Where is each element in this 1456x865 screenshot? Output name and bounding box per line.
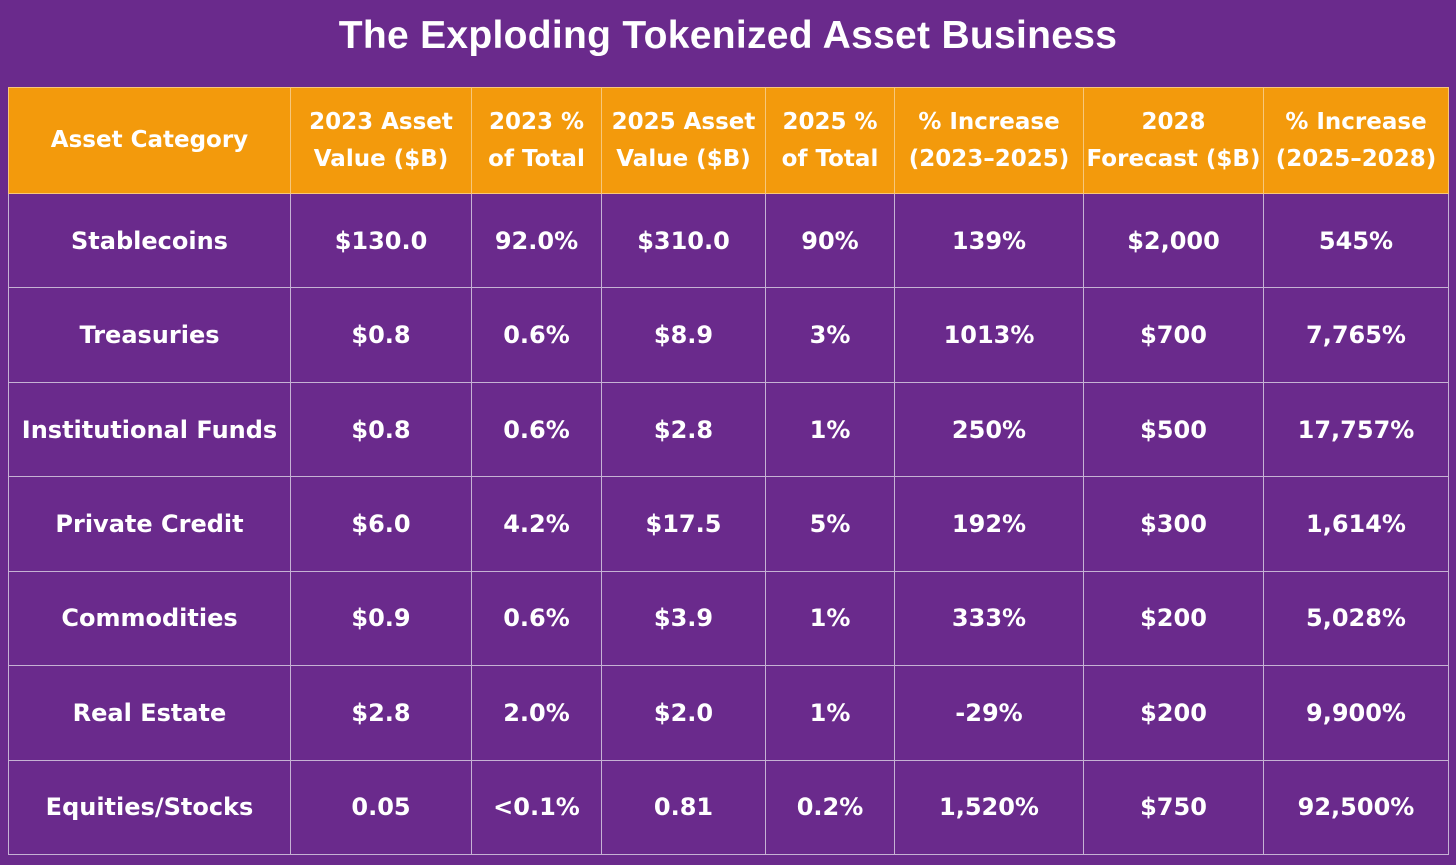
table-cell: 9,900% bbox=[1263, 665, 1449, 761]
table-header: Asset Category 2023 Asset Value ($B) 2023 %… bbox=[8, 87, 1449, 194]
table-cell: $2.8 bbox=[290, 665, 472, 761]
column-header: 2023 % of Total bbox=[471, 87, 602, 194]
table-cell: 0.81 bbox=[601, 759, 766, 856]
table-cell: 250% bbox=[894, 381, 1084, 478]
table-cell: 0.6% bbox=[471, 570, 602, 667]
table-cell: $6.0 bbox=[290, 476, 472, 572]
table-cell: $310.0 bbox=[601, 192, 766, 289]
table-cell: $17.5 bbox=[601, 476, 766, 572]
table-cell: 92.0% bbox=[471, 192, 602, 289]
column-header-line: Forecast ($B) bbox=[1086, 145, 1261, 172]
table-cell: $3.9 bbox=[601, 570, 766, 667]
table-cell: 0.6% bbox=[471, 287, 602, 383]
table-cell: $500 bbox=[1083, 381, 1264, 478]
table-row: Commodities $0.9 0.6% $3.9 1% 333% $200 5,028% bbox=[8, 570, 1449, 667]
column-header: 2025 Asset Value ($B) bbox=[601, 87, 766, 194]
table-cell: <0.1% bbox=[471, 759, 602, 856]
table-cell: $8.9 bbox=[601, 287, 766, 383]
row-label: Stablecoins bbox=[8, 192, 291, 289]
table-cell: 1,520% bbox=[894, 759, 1084, 856]
row-label: Treasuries bbox=[8, 287, 291, 383]
table-body: Stablecoins $130.0 92.0% $310.0 90% 139% $2,00… bbox=[8, 192, 1449, 856]
page-title: The Exploding Tokenized Asset Business bbox=[338, 14, 1118, 57]
column-header: Asset Category bbox=[8, 87, 291, 194]
row-label: Institutional Funds bbox=[8, 381, 291, 478]
table-row: Stablecoins $130.0 92.0% $310.0 90% 139% $2,00… bbox=[8, 192, 1449, 289]
column-header-line: (2025–2028) bbox=[1275, 145, 1437, 172]
table-cell: 7,765% bbox=[1263, 287, 1449, 383]
table-cell: $2,000 bbox=[1083, 192, 1264, 289]
table-row: Real Estate $2.8 2.0% $2.0 1% -29% $200 9,900% bbox=[8, 665, 1449, 761]
table-cell: $750 bbox=[1083, 759, 1264, 856]
column-header-line: (2023–2025) bbox=[908, 145, 1070, 172]
table-cell: 4.2% bbox=[471, 476, 602, 572]
table-cell: 92,500% bbox=[1263, 759, 1449, 856]
column-header-line: 2023 % bbox=[488, 108, 585, 135]
column-header: 2023 Asset Value ($B) bbox=[290, 87, 472, 194]
table-cell: 1% bbox=[765, 381, 895, 478]
column-header-line: 2023 Asset bbox=[309, 108, 453, 135]
table-cell: -29% bbox=[894, 665, 1084, 761]
row-label: Real Estate bbox=[8, 665, 291, 761]
column-header-line: Value ($B) bbox=[616, 145, 751, 172]
table-row: Treasuries $0.8 0.6% $8.9 3% 1013% $700 7,765% bbox=[8, 287, 1449, 383]
table-cell: $0.8 bbox=[290, 381, 472, 478]
table-cell: $200 bbox=[1083, 570, 1264, 667]
table-cell: 139% bbox=[894, 192, 1084, 289]
column-header-line: 2025 Asset bbox=[611, 108, 756, 135]
column-header-line: % Increase bbox=[1285, 108, 1427, 135]
header-row: Asset Category 2023 Asset Value ($B) 2023 %… bbox=[8, 87, 1449, 194]
column-header: 2028 Forecast ($B) bbox=[1083, 87, 1264, 194]
table-cell: 2.0% bbox=[471, 665, 602, 761]
table-row: Private Credit $6.0 4.2% $17.5 5% 192% $300 1,6… bbox=[8, 476, 1449, 572]
column-header-line: of Total bbox=[488, 145, 585, 172]
row-label: Private Credit bbox=[8, 476, 291, 572]
table-cell: 0.05 bbox=[290, 759, 472, 856]
table-cell: 1% bbox=[765, 570, 895, 667]
column-header-line: 2025 % bbox=[782, 108, 878, 135]
table-row: Equities/Stocks 0.05 <0.1% 0.81 0.2% 1,520% $7… bbox=[8, 759, 1449, 856]
column-header-line: Value ($B) bbox=[313, 145, 449, 172]
column-header-line: of Total bbox=[781, 145, 879, 172]
table-cell: 1013% bbox=[894, 287, 1084, 383]
table-cell: 0.6% bbox=[471, 381, 602, 478]
table-cell: 5% bbox=[765, 476, 895, 572]
table-cell: $700 bbox=[1083, 287, 1264, 383]
table-cell: $2.8 bbox=[601, 381, 766, 478]
data-table: Asset Category 2023 Asset Value ($B) 2023 %… bbox=[8, 87, 1449, 856]
table-cell: 1,614% bbox=[1263, 476, 1449, 572]
table-cell: 3% bbox=[765, 287, 895, 383]
column-header-line: 2028 bbox=[1141, 108, 1206, 135]
table-cell: $200 bbox=[1083, 665, 1264, 761]
column-header-line: Asset Category bbox=[50, 127, 249, 153]
table-cell: 545% bbox=[1263, 192, 1449, 289]
table-cell: $300 bbox=[1083, 476, 1264, 572]
table-cell: 192% bbox=[894, 476, 1084, 572]
table-cell: $0.9 bbox=[290, 570, 472, 667]
row-label: Equities/Stocks bbox=[8, 759, 291, 856]
column-header: % Increase (2023–2025) bbox=[894, 87, 1084, 194]
column-header-line: % Increase bbox=[918, 108, 1060, 135]
row-label: Commodities bbox=[8, 570, 291, 667]
table-cell: 17,757% bbox=[1263, 381, 1449, 478]
column-header: % Increase (2025–2028) bbox=[1263, 87, 1449, 194]
table-cell: $0.8 bbox=[290, 287, 472, 383]
table-cell: 333% bbox=[894, 570, 1084, 667]
table-cell: $2.0 bbox=[601, 665, 766, 761]
table-cell: 5,028% bbox=[1263, 570, 1449, 667]
table-cell: 90% bbox=[765, 192, 895, 289]
table-cell: 0.2% bbox=[765, 759, 895, 856]
column-header: 2025 % of Total bbox=[765, 87, 895, 194]
table-cell: 1% bbox=[765, 665, 895, 761]
table-row: Institutional Funds $0.8 0.6% $2.8 1% 250% $50… bbox=[8, 381, 1449, 478]
table-cell: $130.0 bbox=[290, 192, 472, 289]
